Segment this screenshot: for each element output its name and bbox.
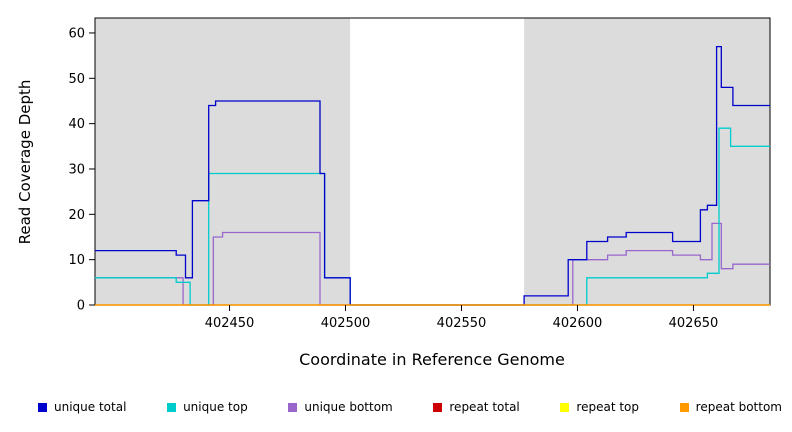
y-tick-label: 40 bbox=[68, 117, 85, 132]
axis-ticks: 402450 402500 402550 402600 402650 0 10 20 30 40 5… bbox=[68, 26, 718, 331]
legend-label: unique top bbox=[183, 400, 248, 414]
shaded-region bbox=[524, 18, 770, 305]
series-line-unique-bottom bbox=[95, 222, 770, 306]
x-tick-label: 402550 bbox=[437, 316, 487, 331]
shaded-regions bbox=[95, 18, 770, 305]
legend-swatch bbox=[679, 402, 689, 412]
x-tick-label: 402600 bbox=[553, 316, 603, 331]
legend-swatch bbox=[167, 402, 177, 412]
legend-item: unique bottom bbox=[288, 400, 393, 414]
y-tick-label: 20 bbox=[68, 208, 85, 223]
x-tick-label: 402650 bbox=[669, 316, 719, 331]
y-tick-label: 50 bbox=[68, 72, 85, 87]
legend-item: repeat top bbox=[560, 400, 639, 414]
legend-item: unique top bbox=[167, 400, 248, 414]
x-axis-label: Coordinate in Reference Genome bbox=[299, 350, 565, 369]
shaded-region bbox=[95, 18, 351, 305]
x-tick-label: 402500 bbox=[321, 316, 371, 331]
series-lines bbox=[95, 45, 770, 306]
legend-swatch bbox=[38, 402, 47, 412]
legend-swatch bbox=[433, 402, 443, 412]
y-tick-label: 0 bbox=[77, 299, 85, 314]
y-tick-label: 30 bbox=[68, 162, 85, 177]
y-tick-label: 60 bbox=[68, 26, 85, 41]
chart-svg: 402450 402500 402550 402600 402650 0 10 20 30 40 5… bbox=[16, 17, 771, 369]
legend-label: unique total bbox=[54, 400, 127, 414]
y-axis-label: Read Coverage Depth bbox=[16, 80, 34, 245]
legend-item: repeat total bbox=[433, 400, 520, 414]
legend-swatch bbox=[560, 402, 570, 412]
legend-label: unique bottom bbox=[304, 400, 393, 414]
legend-item: repeat bottom bbox=[679, 400, 782, 414]
legend-item: unique total bbox=[38, 400, 126, 414]
legend-swatch bbox=[288, 402, 298, 412]
legend: unique total unique top unique bottom repea… bbox=[0, 400, 792, 414]
y-tick-label: 10 bbox=[68, 253, 85, 268]
legend-label: repeat bottom bbox=[695, 400, 782, 414]
x-tick-label: 402450 bbox=[205, 316, 255, 331]
legend-label: repeat top bbox=[576, 400, 640, 414]
legend-label: repeat total bbox=[449, 400, 520, 414]
series-line-unique-total bbox=[95, 45, 770, 306]
